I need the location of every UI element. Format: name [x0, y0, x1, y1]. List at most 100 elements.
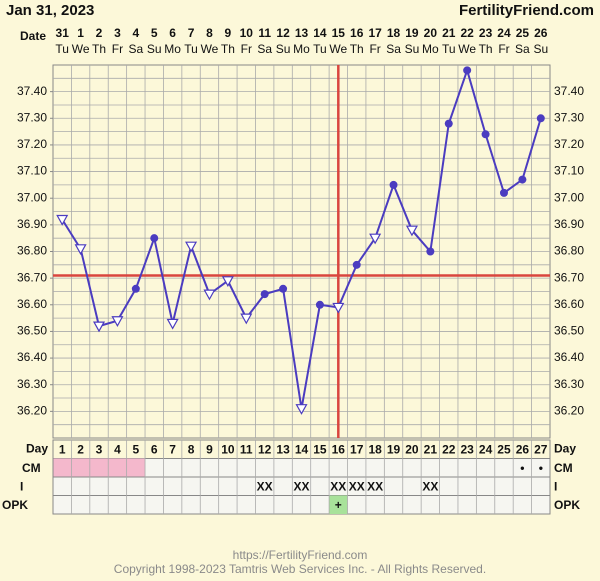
weekday-label: Fr — [498, 42, 509, 56]
y-tick-label-right: 36.90 — [554, 217, 584, 231]
y-tick-label-right: 36.70 — [554, 270, 584, 284]
y-tick-label: 36.40 — [17, 350, 47, 364]
date-label: 25 — [516, 26, 530, 40]
temperature-triangle — [295, 404, 308, 415]
highlight-cell — [89, 458, 109, 477]
y-tick-label-right: 36.30 — [554, 377, 584, 391]
date-label: 15 — [332, 26, 346, 40]
day-number: 7 — [169, 442, 176, 456]
y-tick-label: 37.30 — [17, 110, 47, 124]
date-label: 31 — [56, 26, 70, 40]
date-label: 5 — [151, 26, 158, 40]
y-tick-label: 37.00 — [17, 190, 47, 204]
temperature-dot — [481, 130, 490, 139]
weekday-label: We — [201, 42, 219, 56]
y-tick-label: 37.20 — [17, 137, 47, 151]
temperature-triangle — [92, 321, 106, 333]
temperature-dot — [536, 114, 545, 123]
weekday-label: Th — [221, 42, 235, 56]
day-number: 12 — [258, 442, 272, 456]
highlight-cell — [126, 458, 146, 477]
date-label: 26 — [534, 26, 548, 40]
y-tick-label: 36.90 — [17, 217, 47, 231]
weekday-label: Sa — [515, 42, 530, 56]
temperature-dot — [260, 290, 269, 299]
row-label: I — [20, 479, 23, 493]
temperature-triangle — [56, 214, 69, 226]
cell-entry: XX — [330, 479, 346, 493]
y-tick-label: 36.60 — [17, 297, 47, 311]
y-tick-label-right: 36.60 — [554, 297, 584, 311]
day-number: 1 — [59, 442, 66, 456]
y-tick-label-right: 36.50 — [554, 324, 584, 338]
temperature-dot — [315, 300, 324, 309]
weekday-label: Su — [276, 42, 291, 56]
y-tick-label: 37.10 — [17, 164, 47, 178]
day-number: 10 — [221, 442, 235, 456]
date-label: 13 — [295, 26, 309, 40]
y-tick-label-right: 37.00 — [554, 190, 584, 204]
cell-entry: • — [539, 461, 543, 475]
date-label: 17 — [368, 26, 382, 40]
row-label: CM — [22, 461, 41, 475]
day-number: 6 — [151, 442, 158, 456]
day-number: 27 — [534, 442, 548, 456]
day-number: 20 — [405, 442, 419, 456]
date-label: 19 — [405, 26, 419, 40]
temperature-dot — [463, 66, 472, 75]
highlight-cell — [53, 458, 72, 477]
cell-entry: + — [335, 498, 342, 512]
date-label: Date — [20, 29, 46, 43]
temperature-dot — [150, 234, 159, 243]
day-number: 13 — [276, 442, 290, 456]
weekday-label: Th — [479, 42, 493, 56]
day-number: 5 — [132, 442, 139, 456]
temperature-triangle — [166, 318, 179, 330]
weekday-label: Fr — [241, 42, 252, 56]
day-number: 24 — [479, 442, 493, 456]
date-label: 18 — [387, 26, 401, 40]
day-row-label-right: Day — [554, 441, 576, 455]
weekday-label: Su — [533, 42, 548, 56]
temperature-dot — [426, 247, 435, 256]
weekday-label: Su — [147, 42, 162, 56]
date-label: 2 — [96, 26, 103, 40]
date-label: 12 — [276, 26, 290, 40]
day-number: 23 — [460, 442, 474, 456]
footer-url: https://FertilityFriend.com — [233, 548, 368, 562]
temperature-triangle — [332, 302, 345, 314]
date-label: 11 — [258, 26, 271, 40]
temperature-triangle — [369, 233, 382, 245]
date-label: 1 — [77, 26, 84, 40]
date-label: 10 — [240, 26, 254, 40]
day-number: 25 — [497, 442, 511, 456]
y-tick-label-right: 36.80 — [554, 244, 584, 258]
date-label: 23 — [479, 26, 493, 40]
day-number: 3 — [96, 442, 103, 456]
y-tick-label: 36.30 — [17, 377, 47, 391]
weekday-label: Sa — [257, 42, 272, 56]
table-row — [52, 495, 551, 515]
site-name: FertilityFriend.com — [459, 2, 594, 19]
cell-entry: XX — [293, 479, 309, 493]
day-row-label: Day — [26, 441, 48, 455]
temperature-dot — [499, 188, 508, 197]
day-number: 4 — [114, 442, 121, 456]
weekday-label: Tu — [313, 42, 327, 56]
y-tick-label-right: 36.20 — [554, 404, 584, 418]
footer-copyright: Copyright 1998-2023 Tamtris Web Services… — [114, 562, 486, 576]
y-tick-label-right: 37.10 — [554, 164, 584, 178]
date-label: 4 — [132, 26, 139, 40]
row-label-right: OPK — [554, 498, 580, 512]
date-label: 7 — [188, 26, 195, 40]
weekday-label: We — [72, 42, 90, 56]
day-number: 9 — [206, 442, 213, 456]
temperature-dot — [444, 119, 453, 128]
weekday-label: Tu — [442, 42, 456, 56]
y-tick-label-right: 36.40 — [554, 350, 584, 364]
weekday-label: Fr — [112, 42, 123, 56]
y-tick-label-right: 37.40 — [554, 84, 584, 98]
cell-entry: XX — [367, 479, 383, 493]
weekday-label: Sa — [128, 42, 143, 56]
day-number: 26 — [516, 442, 530, 456]
